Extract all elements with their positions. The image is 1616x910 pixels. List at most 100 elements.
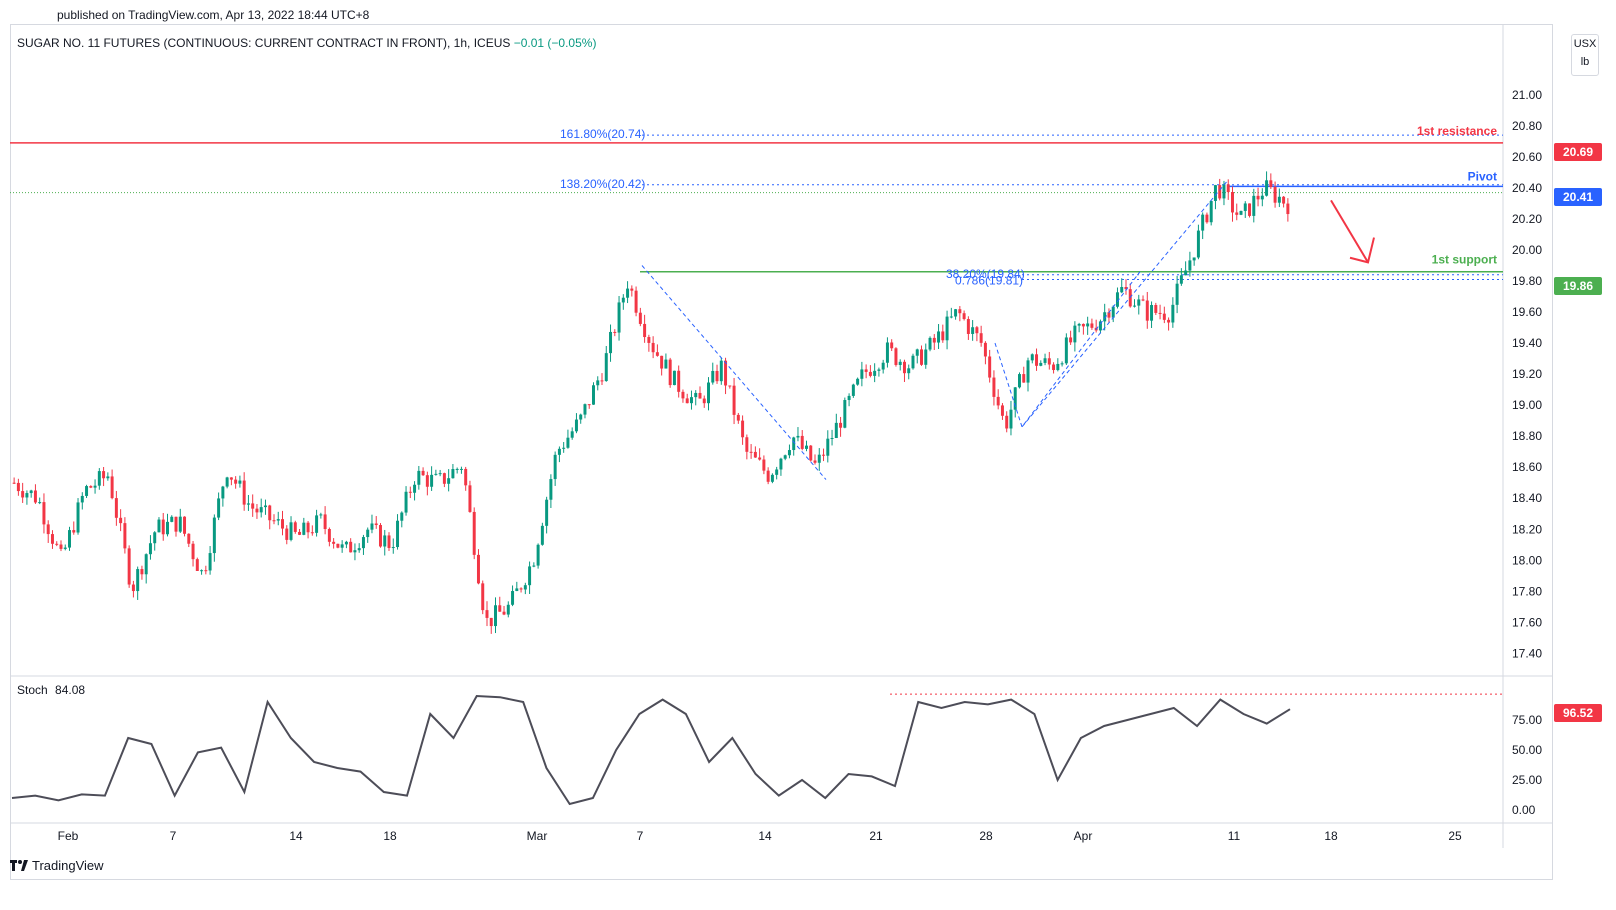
candle-body xyxy=(85,486,89,496)
time-tick-label: 18 xyxy=(1324,829,1338,843)
candle-body xyxy=(736,414,740,421)
candle-body xyxy=(983,342,987,357)
candle-body xyxy=(770,474,774,482)
candle-body xyxy=(1081,323,1085,327)
price-tick-label: 19.20 xyxy=(1512,367,1542,381)
candle-body xyxy=(89,486,93,488)
candle-body xyxy=(1192,257,1196,261)
candle-body xyxy=(276,519,280,521)
candle-body xyxy=(1000,405,1004,416)
candle-body xyxy=(1086,323,1090,327)
tradingview-logo[interactable]: TradingView xyxy=(10,858,104,873)
candle-body xyxy=(668,359,672,386)
candle-body xyxy=(498,605,502,612)
candle-body xyxy=(1111,306,1115,318)
price-tick-label: 20.20 xyxy=(1512,212,1542,226)
time-tick-label: 7 xyxy=(637,829,644,843)
candle-body xyxy=(570,431,574,438)
candle-body xyxy=(285,528,289,540)
candle-body xyxy=(775,469,779,475)
fib-level-label: 138.20%(20.42) xyxy=(560,177,645,191)
candle-body xyxy=(1154,305,1158,313)
candle-body xyxy=(38,502,42,504)
candle-body xyxy=(1213,185,1217,201)
price-tick-label: 18.40 xyxy=(1512,491,1542,505)
candle-body xyxy=(302,522,306,535)
candle-body xyxy=(557,448,561,455)
candle-body xyxy=(1269,180,1273,187)
bearish-arrow-head xyxy=(1349,237,1375,264)
price-tick-label: 18.20 xyxy=(1512,522,1542,536)
candle-body xyxy=(1222,184,1226,199)
price-tick-label: 18.00 xyxy=(1512,553,1542,567)
candle-body xyxy=(1064,337,1068,364)
stoch-value: 84.08 xyxy=(55,683,86,697)
time-tick-label: 7 xyxy=(170,829,177,843)
candle-body xyxy=(809,445,813,461)
candle-body xyxy=(681,391,685,399)
candle-body xyxy=(873,370,877,376)
price-tick-label: 20.80 xyxy=(1512,119,1542,133)
fib-level-label: 0.786(19.81) xyxy=(955,273,1023,287)
candle-body xyxy=(1073,325,1077,343)
stoch-indicator-label[interactable]: Stoch 84.08 xyxy=(17,683,85,697)
candle-body xyxy=(157,519,161,533)
price-tick-label: 19.60 xyxy=(1512,305,1542,319)
candle-body xyxy=(259,507,263,513)
candle-body xyxy=(1248,203,1252,216)
candle-body xyxy=(225,477,229,487)
candle-body xyxy=(289,522,293,540)
chart-frame[interactable] xyxy=(10,24,1553,880)
candle-body xyxy=(591,385,595,405)
candle-body xyxy=(242,480,246,505)
candle-body xyxy=(719,360,723,382)
candle-body xyxy=(949,316,953,318)
candle-body xyxy=(481,583,485,611)
candle-body xyxy=(643,323,647,338)
candle-body xyxy=(583,404,587,415)
candle-body xyxy=(370,523,374,530)
candle-body xyxy=(545,499,549,526)
candle-body xyxy=(647,337,651,343)
candle-body xyxy=(97,471,101,486)
price-tick-label: 20.40 xyxy=(1512,181,1542,195)
candle-body xyxy=(306,522,310,533)
candle-body xyxy=(400,512,404,521)
candle-body xyxy=(229,477,233,480)
candle-body xyxy=(1026,360,1030,383)
candle-body xyxy=(489,617,493,627)
tradingview-brand: TradingView xyxy=(32,858,104,873)
candle-body xyxy=(1047,358,1051,365)
candle-body xyxy=(1243,203,1247,211)
candle-body xyxy=(272,520,276,522)
time-tick-label: 14 xyxy=(758,829,772,843)
candle-body xyxy=(1252,195,1256,216)
candle-body xyxy=(1201,214,1205,231)
candle-body xyxy=(1226,184,1230,193)
candle-body xyxy=(42,502,46,525)
candle-body xyxy=(711,370,715,383)
candle-body xyxy=(178,516,182,532)
candle-body xyxy=(787,450,791,456)
candle-body xyxy=(221,486,225,499)
candle-body xyxy=(102,471,106,479)
candle-body xyxy=(476,554,480,584)
candle-body xyxy=(361,537,365,549)
candle-body xyxy=(958,309,962,314)
candle-body xyxy=(391,547,395,549)
candle-body xyxy=(217,498,221,518)
candle-body xyxy=(741,420,745,438)
candle-body xyxy=(1162,313,1166,320)
published-caption: published on TradingView.com, Apr 13, 20… xyxy=(57,8,370,22)
candle-body xyxy=(349,541,353,553)
candle-body xyxy=(374,523,378,526)
candle-body xyxy=(63,547,67,549)
candle-body xyxy=(856,378,860,385)
candle-body xyxy=(992,377,996,397)
currency-unit-label: USX xyxy=(1573,38,1597,50)
currency-unit-button[interactable]: USX lb xyxy=(1571,34,1599,76)
candle-body xyxy=(72,530,76,533)
candle-body xyxy=(263,505,267,508)
candle-body xyxy=(114,498,118,518)
